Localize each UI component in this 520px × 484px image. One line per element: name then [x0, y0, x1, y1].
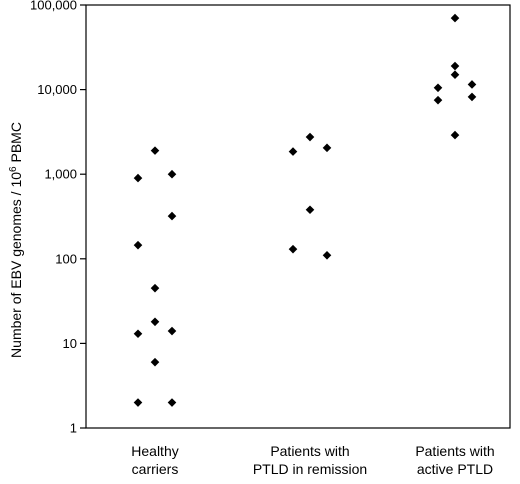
x-category-label-line: PTLD in remission — [253, 461, 367, 477]
data-point-diamond — [150, 317, 160, 327]
data-point-diamond — [322, 250, 332, 260]
data-point-diamond — [167, 398, 177, 407]
y-tick-label: 10 — [63, 336, 77, 351]
data-point-diamond — [450, 70, 460, 80]
y-axis-title: Number of EBV genomes / 106 PBMC — [8, 122, 24, 358]
x-category-label-line: Patients with — [270, 443, 349, 459]
data-point-diamond — [450, 13, 460, 23]
x-category-label-line: carriers — [132, 461, 179, 477]
data-point-diamond — [450, 61, 460, 71]
data-point-diamond — [288, 244, 298, 254]
data-point-diamond — [450, 130, 460, 140]
x-category-label: Healthy carriers — [131, 443, 178, 477]
data-point-diamond — [322, 143, 332, 153]
data-point-diamond — [433, 83, 443, 93]
data-point-diamond — [167, 326, 177, 336]
data-point-diamond — [467, 80, 477, 89]
x-category-label: Patients with active PTLD — [415, 443, 494, 477]
y-tick-label: 10,000 — [37, 82, 77, 97]
x-category-labels: Healthy carriers Patients with PTLD in remi… — [131, 443, 494, 477]
y-tick-label: 1 — [70, 421, 77, 436]
data-point-diamond — [167, 169, 177, 179]
data-point-diamond — [133, 398, 143, 407]
data-point-diamond — [133, 173, 143, 183]
data-point-diamond — [467, 92, 477, 102]
data-point-diamond — [305, 205, 315, 215]
y-tick-label: 100,000 — [30, 0, 77, 13]
data-point-diamond — [305, 132, 315, 142]
data-point-diamond — [133, 240, 143, 250]
data-point-diamond — [288, 147, 298, 156]
x-category-label-line: active PTLD — [417, 461, 493, 477]
data-point-diamond — [150, 357, 160, 367]
x-category-label-line: Healthy — [131, 443, 178, 459]
y-axis-title-suffix: PBMC — [8, 122, 24, 166]
y-axis-title-superscript: 6 — [8, 166, 19, 172]
y-axis-ticks: 1 10 100 1,000 10,000 100,000 — [30, 0, 86, 436]
data-points — [133, 13, 477, 407]
data-point-diamond — [150, 283, 160, 293]
data-point-diamond — [133, 329, 143, 339]
y-tick-label: 100 — [55, 251, 77, 266]
plot-frame — [85, 4, 511, 429]
y-tick-label: 1,000 — [44, 167, 77, 182]
plot-border — [85, 4, 511, 429]
y-axis-title-main: Number of EBV genomes / 10 — [8, 172, 24, 358]
x-category-label: Patients with PTLD in remission — [253, 443, 367, 477]
x-category-label-line: Patients with — [415, 443, 494, 459]
data-point-diamond — [433, 95, 443, 105]
data-point-diamond — [167, 211, 177, 221]
data-point-diamond — [150, 146, 160, 155]
